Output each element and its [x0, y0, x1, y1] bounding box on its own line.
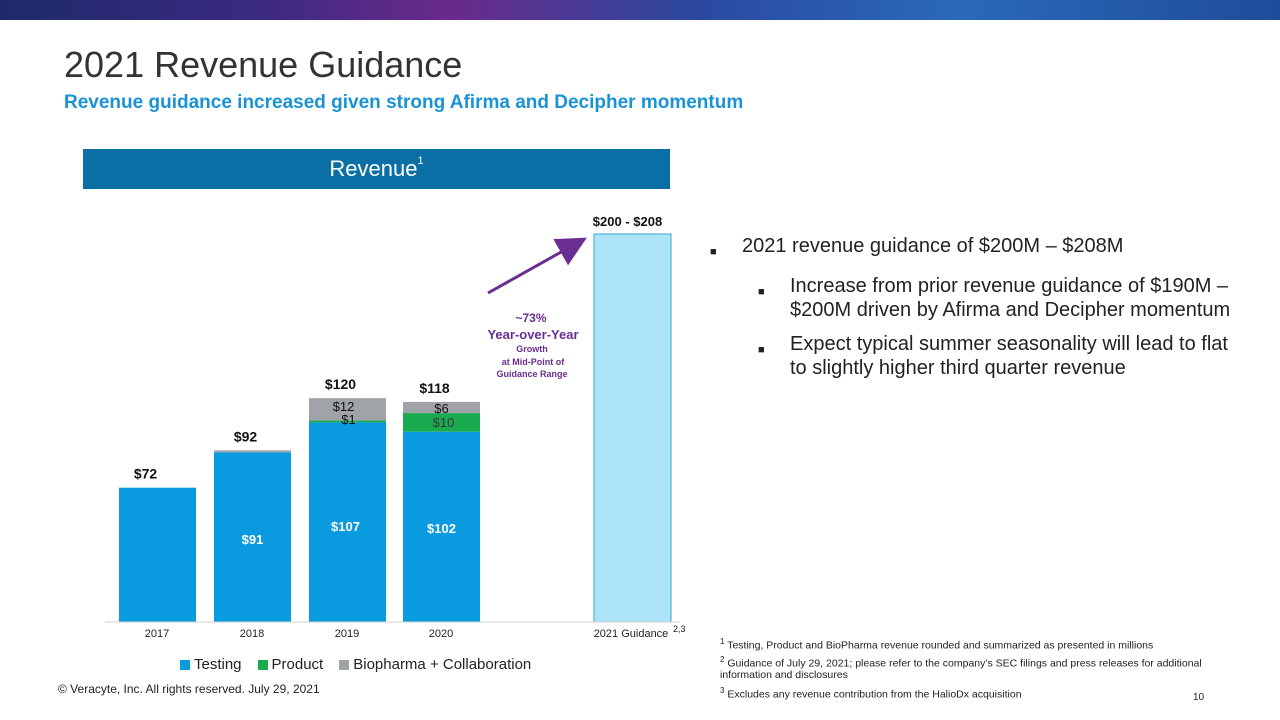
legend-item-product: Product [257, 656, 324, 673]
page-subtitle: Revenue guidance increased given strong … [64, 92, 744, 113]
category-label-2021-Guidance: 2021 Guidance [594, 628, 669, 640]
bar-2018-testing [214, 452, 291, 622]
growth-range: Guidance Range [496, 369, 567, 379]
guidance-range-label: $200 - $208 [593, 214, 662, 229]
category-label-2019: 2019 [335, 628, 359, 640]
bullet-main-text: 2021 revenue guidance of $200M – $208M [742, 235, 1124, 257]
legend-label-product: Product [271, 656, 324, 673]
bar-2018-biopharma [214, 450, 291, 453]
legend-swatch-testing [180, 659, 190, 670]
footnote-1: 1 Testing, Product and BioPharma revenue… [720, 636, 1240, 652]
page-number: 10 [1193, 692, 1205, 703]
chart-labels: $72 $92 $91 $120 $107 $1$12 $118 $102 $10$6 $200 … [134, 214, 686, 640]
total-label-2020: $118 [419, 380, 450, 396]
total-label-2018: $92 [234, 428, 258, 444]
growth-yoy: Year-over-Year [487, 327, 578, 342]
bullet-main: ■ 2021 revenue guidance of $200M – $208M [710, 234, 1250, 264]
bullet-marker: ■ [758, 286, 765, 298]
growth-word: Growth [516, 344, 548, 354]
revenue-panel-header: Revenue 1 [83, 149, 670, 189]
growth-pct: ~73% [515, 311, 546, 325]
bar-2020-biopharma [403, 401, 480, 414]
footnote-1-num: 1 [720, 637, 725, 646]
revenue-panel-label: Revenue [329, 156, 418, 181]
bullet-sub-1-text: Increase from prior revenue guidance of … [790, 275, 1231, 321]
category-footnote-ref: 2,3 [673, 624, 686, 634]
footnotes: 1 Testing, Product and BioPharma revenue… [720, 636, 1240, 701]
footnote-3: 3 Excludes any revenue contribution from… [720, 685, 1240, 701]
footnote-2-num: 2 [720, 654, 725, 664]
segment-label-testing-2020: $102 [427, 521, 456, 536]
chart-bars [105, 233, 680, 623]
bar-2020-testing [403, 431, 480, 622]
top-banner [0, 0, 1280, 20]
footnote-2-text: Guidance of July 29, 2021; please refer … [720, 657, 1202, 681]
category-label-2020: 2020 [429, 628, 453, 640]
bar-2021-guidance [593, 233, 672, 623]
footnote-3-text: Excludes any revenue contribution from t… [727, 688, 1022, 701]
legend-item-testing: Testing [180, 656, 242, 673]
category-label-2018: 2018 [240, 628, 264, 640]
segment-label-biopharma-2020: $6 [434, 401, 448, 416]
segment-label-product-2020: $10 [433, 415, 455, 430]
bar-2017-testing [119, 487, 196, 622]
segment-label-product-2019: $1 [341, 412, 355, 427]
footnote-1-text: Testing, Product and BioPharma revenue r… [727, 639, 1154, 652]
segment-label-biopharma-2019: $12 [333, 399, 355, 414]
bullet-marker: ■ [710, 246, 717, 258]
bar-2019-product [309, 420, 386, 423]
bullet-sub-2-text: Expect typical summer seasonality will l… [790, 333, 1228, 379]
legend-item-biopharma: Biopharma + Collaboration [339, 656, 531, 673]
bullet-list: ■ 2021 revenue guidance of $200M – $208M… [710, 234, 1250, 380]
bar-2020-product [403, 413, 480, 432]
copyright: © Veracyte, Inc. All rights reserved. Ju… [58, 682, 320, 696]
revenue-panel-footnote-ref: 1 [417, 155, 424, 167]
bullet-sub-2: ■ Expect typical summer seasonality will… [758, 332, 1250, 380]
growth-midpoint: at Mid-Point of [502, 357, 565, 367]
page-title: 2021 Revenue Guidance [64, 44, 463, 85]
legend-label-biopharma: Biopharma + Collaboration [353, 656, 532, 673]
bar-2019-testing [309, 422, 386, 622]
total-label-2019: $120 [325, 376, 356, 392]
bar-2019-biopharma [309, 398, 386, 421]
footnote-3-num: 3 [720, 686, 725, 695]
footnote-2: 2 Guidance of July 29, 2021; please refe… [720, 654, 1240, 682]
segment-label-testing-2018: $91 [242, 532, 264, 547]
bullet-marker: ■ [758, 344, 765, 356]
bullet-sub-1: ■ Increase from prior revenue guidance o… [758, 274, 1250, 322]
chart-annotation: ~73% Year-over-Year Growth at Mid-Point of G… [487, 237, 587, 379]
segment-label-testing-2019: $107 [331, 519, 360, 534]
legend-swatch-biopharma [339, 659, 350, 670]
growth-arrow [487, 237, 587, 295]
legend-label-testing: Testing [194, 656, 242, 673]
category-label-2017: 2017 [145, 628, 169, 640]
total-label-2017: $72 [134, 466, 158, 482]
chart-legend: Testing Product Biopharma + Collaboratio… [180, 656, 547, 673]
legend-swatch-product [257, 659, 268, 670]
